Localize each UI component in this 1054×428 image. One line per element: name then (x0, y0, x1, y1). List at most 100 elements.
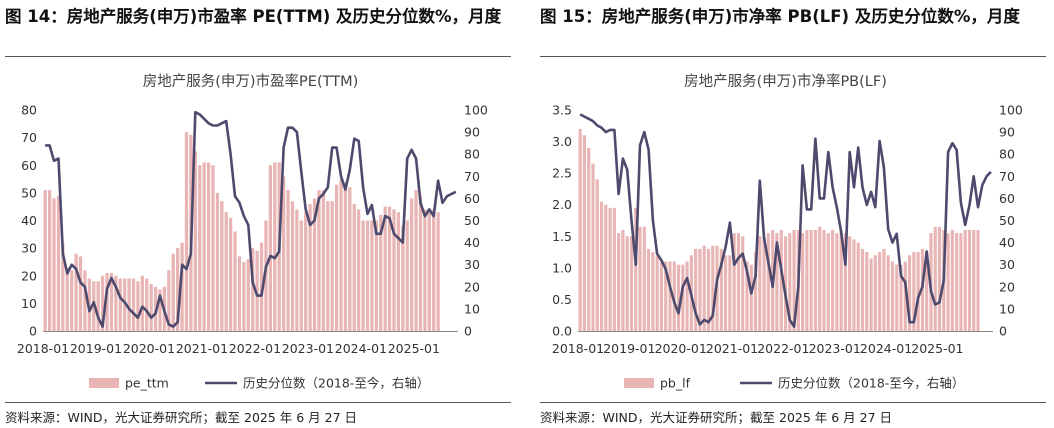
bar (848, 236, 852, 331)
bar (946, 233, 950, 331)
y-right-tick-label: 60 (464, 191, 480, 206)
bar (736, 233, 741, 331)
bar (963, 229, 967, 331)
bar (758, 236, 762, 331)
bar (878, 252, 882, 331)
y-right-tick-label: 80 (464, 147, 480, 162)
bar (582, 135, 587, 331)
bar (672, 261, 676, 331)
bar (224, 212, 228, 331)
bar (198, 165, 202, 331)
bar (959, 233, 963, 331)
y-right-tick-label: 40 (999, 235, 1015, 250)
bar (916, 252, 920, 331)
bar (625, 236, 629, 331)
bar (299, 220, 303, 331)
bar (52, 198, 56, 331)
bar (587, 147, 591, 331)
bar (268, 165, 273, 331)
x-tick-label: 2022-01 (229, 341, 281, 356)
legend-bar-swatch (624, 378, 654, 388)
bar (869, 258, 873, 331)
y-left-tick-label: 2.5 (552, 166, 572, 181)
bar (655, 255, 659, 331)
bar (976, 229, 980, 331)
bar (321, 190, 325, 331)
bar (668, 261, 672, 331)
bar (604, 204, 608, 331)
x-tick-label: 2020-01 (123, 341, 175, 356)
bar (308, 203, 312, 331)
bar (805, 229, 809, 331)
bar (418, 195, 423, 331)
bar (578, 128, 582, 331)
x-tick-label: 2021-01 (176, 341, 228, 356)
panel-pe: 图 14：房地产服务(申万)市盈率 PE(TTM) 及历史分位数%，月度 房地产… (5, 0, 517, 428)
y-right-tick-label: 60 (999, 191, 1015, 206)
bar (925, 252, 929, 331)
bar (410, 198, 414, 331)
bar (436, 212, 440, 331)
source-note: 资料来源：WIND，光大证券研究所；截至 2025 年 6 月 27 日 (540, 410, 893, 425)
y-right-tick-label: 10 (464, 301, 480, 316)
percentile-line (579, 113, 992, 328)
x-tick-label: 2025-01 (388, 341, 440, 356)
bar (251, 248, 255, 331)
bar (694, 248, 698, 331)
bottom-rule (540, 402, 1046, 403)
bar (105, 272, 109, 331)
legend-bar-label: pe_ttm (125, 376, 169, 391)
y-right-tick-label: 70 (999, 169, 1015, 184)
bar (427, 209, 431, 331)
y-right-tick-label: 100 (464, 103, 488, 118)
bar (728, 255, 732, 331)
bar (937, 226, 942, 331)
bar (140, 275, 144, 331)
bar (719, 248, 723, 331)
y-right-tick-label: 40 (464, 235, 480, 250)
x-tick-label: 2019-01 (70, 341, 122, 356)
bar (860, 248, 865, 331)
bar (114, 275, 118, 331)
bar (401, 226, 405, 331)
bar (933, 226, 937, 331)
bar (608, 207, 612, 331)
y-right-tick-label: 0 (999, 324, 1007, 339)
bar (612, 207, 616, 331)
top-rule (540, 56, 1046, 57)
bar (638, 226, 642, 331)
bar (599, 201, 604, 331)
bar (352, 203, 356, 331)
bar (882, 248, 886, 331)
x-tick-label: 2022-01 (757, 341, 809, 356)
bar (912, 252, 916, 331)
x-tick-label: 2023-01 (282, 341, 334, 356)
bar (617, 233, 621, 331)
bar (176, 248, 180, 331)
bar (65, 267, 69, 331)
bar (281, 176, 286, 331)
bar (749, 264, 753, 331)
bar (357, 209, 361, 331)
y-left-tick-label: 2.0 (552, 197, 572, 212)
bar (171, 253, 175, 331)
y-right-tick-label: 50 (999, 213, 1015, 228)
y-left-tick-label: 30 (21, 241, 37, 256)
y-right-tick-label: 50 (464, 213, 480, 228)
bar (317, 190, 321, 331)
bar (118, 278, 122, 331)
bar (290, 201, 295, 331)
bar (685, 261, 689, 331)
bar (70, 270, 74, 331)
bar (330, 201, 334, 331)
bar (312, 198, 317, 331)
y-left-tick-label: 0.5 (552, 292, 572, 307)
bar (899, 264, 903, 331)
y-left-tick-label: 50 (21, 185, 37, 200)
legend-bar-swatch (89, 378, 119, 388)
y-right-tick-label: 30 (999, 257, 1015, 272)
bar (873, 255, 877, 331)
y-right-tick-label: 10 (999, 301, 1015, 316)
y-left-tick-label: 20 (21, 268, 37, 283)
bar (145, 278, 149, 331)
